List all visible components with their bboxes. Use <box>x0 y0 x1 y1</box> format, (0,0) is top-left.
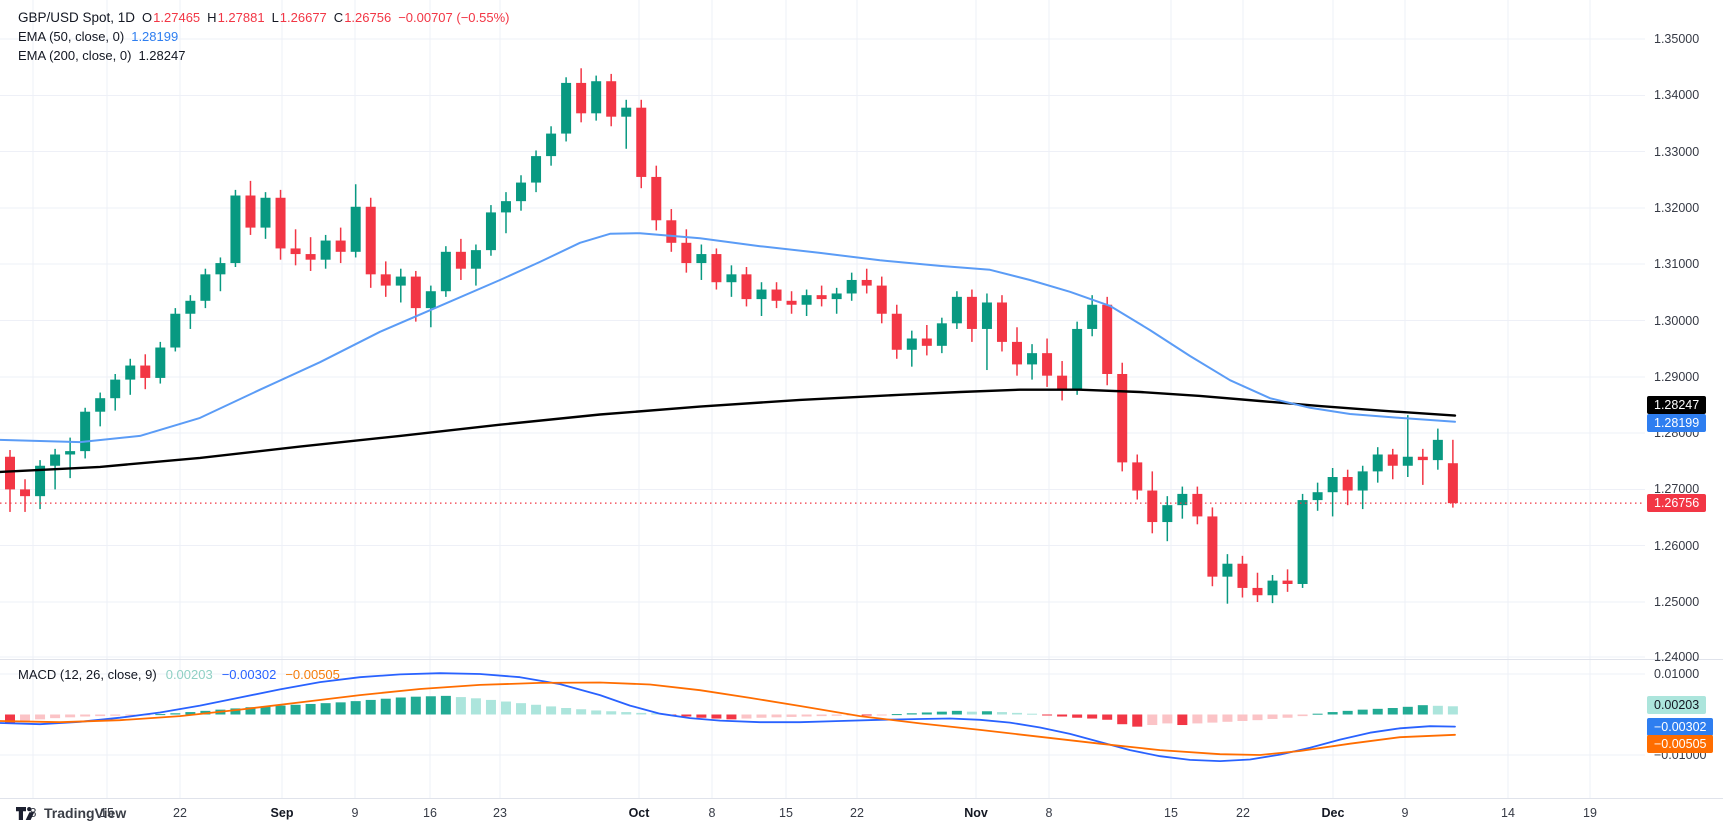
ohlc-part: O 1.27465 <box>142 10 201 25</box>
macd-badge: −0.00302 <box>1647 718 1714 736</box>
time-axis-label: 15 <box>100 806 114 820</box>
price-tick-label: 1.26000 <box>1654 538 1700 553</box>
price-tick-label: 1.27000 <box>1654 482 1700 497</box>
time-axis-label: 19 <box>1583 806 1597 820</box>
macd-legend-row[interactable]: MACD (12, 26, close, 9) 0.00203 −0.00302−… <box>18 667 340 682</box>
tradingview-logo[interactable]: TradingView <box>16 805 126 821</box>
price-tick-label: 1.29000 <box>1654 369 1700 384</box>
ema50-legend-row[interactable]: EMA (50, close, 0) 1.28199 <box>18 27 510 46</box>
tradingview-logo-icon <box>16 806 35 820</box>
time-axis-label: 23 <box>493 806 507 820</box>
time-axis-label: 8 <box>1045 806 1053 820</box>
ohlc-part: L 1.26677 <box>271 10 327 25</box>
ohlc-part: H 1.27881 <box>207 10 265 25</box>
ema200-value: 1.28247 <box>138 48 186 63</box>
time-axis-label: Dec <box>1321 806 1345 820</box>
symbol-row[interactable]: GBP/USD Spot, 1D O 1.27465 H 1.27881 L 1.26… <box>18 8 510 27</box>
macd-tick-label: 0.01000 <box>1654 667 1700 681</box>
ema200-label: EMA (200, close, 0) <box>18 48 132 63</box>
change-value: −0.00707 (−0.55%) <box>398 10 510 25</box>
time-axis-label: Sep <box>270 806 294 820</box>
time-axis-label: 14 <box>1501 806 1515 820</box>
ema50-label: EMA (50, close, 0) <box>18 29 125 44</box>
time-axis-label: 15 <box>779 806 793 820</box>
time-axis-label: 8 <box>708 806 716 820</box>
price-tick-label: 1.24000 <box>1654 650 1700 664</box>
time-axis-label: 9 <box>1401 806 1409 820</box>
time-axis-label: Oct <box>628 806 650 820</box>
symbol-legend[interactable]: GBP/USD Spot, 1D O 1.27465 H 1.27881 L 1.26… <box>18 8 510 65</box>
macd-badge: 0.00203 <box>1647 696 1707 714</box>
symbol-title[interactable]: GBP/USD Spot, 1D <box>18 10 136 25</box>
time-axis-label: 16 <box>423 806 437 820</box>
macd-values: 0.00203 −0.00302 −0.00505 <box>166 667 340 682</box>
ema200-legend-row[interactable]: EMA (200, close, 0) 1.28247 <box>18 46 510 65</box>
macd-legend-value: −0.00302 <box>221 667 277 682</box>
ema50-value: 1.28199 <box>131 29 179 44</box>
ohlc-part: C 1.26756 <box>333 10 392 25</box>
time-axis-label: 15 <box>1164 806 1178 820</box>
ohlc-values: O 1.27465 H 1.27881 L 1.26677 C 1.26756 <box>142 10 391 25</box>
time-axis-label: 22 <box>1236 806 1250 820</box>
macd-legend-value: −0.00505 <box>285 667 340 682</box>
time-axis-label: Nov <box>964 806 988 820</box>
time-axis-label: 9 <box>351 806 359 820</box>
time-axis-label: 22 <box>173 806 187 820</box>
tradingview-logo-text: TradingView <box>44 805 127 821</box>
price-badge: 1.28199 <box>1647 414 1707 432</box>
macd-badge: −0.00505 <box>1647 735 1714 753</box>
price-tick-label: 1.30000 <box>1654 313 1700 328</box>
macd-label: MACD (12, 26, close, 9) <box>18 667 157 682</box>
price-tick-label: 1.35000 <box>1654 32 1700 46</box>
price-tick-label: 1.31000 <box>1654 257 1700 272</box>
price-tick-label: 1.34000 <box>1654 88 1700 103</box>
price-tick-label: 1.25000 <box>1654 595 1700 609</box>
macd-legend-value: 0.00203 <box>165 667 213 682</box>
time-axis-label: 22 <box>850 806 864 820</box>
price-badge: 1.26756 <box>1647 494 1707 512</box>
price-tick-label: 1.32000 <box>1654 200 1700 215</box>
price-tick-label: 1.33000 <box>1654 144 1700 159</box>
price-badge: 1.28247 <box>1647 396 1707 414</box>
